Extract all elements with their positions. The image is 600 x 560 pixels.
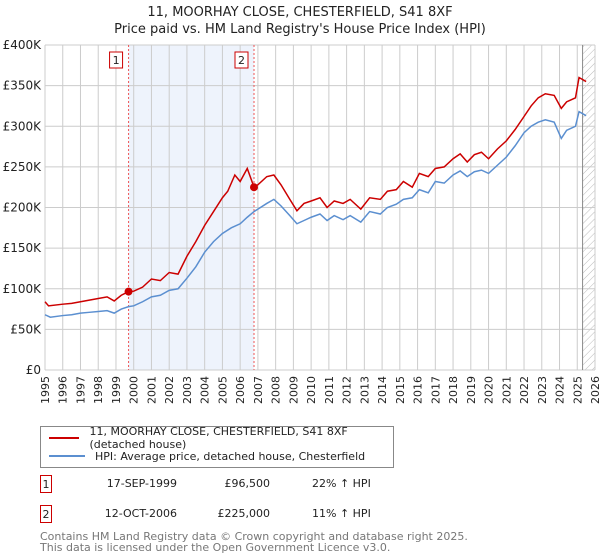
y-tick-label: £100K [3, 282, 43, 296]
sale-date: 12-OCT-2006 [104, 507, 177, 520]
sale-price: £96,500 [224, 477, 271, 490]
x-tick-label: 2024 [554, 376, 567, 404]
footer-line: This data is licensed under the Open Gov… [40, 541, 391, 554]
sale-date: 17-SEP-1999 [106, 477, 177, 490]
x-tick-label: 2017 [429, 376, 442, 404]
x-tick-label: 2026 [589, 376, 600, 404]
x-tick-label: 2018 [447, 376, 460, 404]
subtitle-line: Price paid vs. HM Land Registry's House … [114, 22, 486, 37]
y-tick-label: £250K [3, 160, 43, 174]
title-line: 11, MOORHAY CLOSE, CHESTERFIELD, S41 8XF [147, 5, 453, 20]
sale-hpi: 11% ↑ HPI [312, 507, 371, 520]
x-tick-label: 2003 [181, 376, 194, 404]
y-tick-label: £50K [10, 322, 42, 336]
y-tick-label: £350K [3, 79, 43, 93]
x-tick-label: 1997 [74, 376, 87, 404]
legend-swatch-blue [49, 455, 85, 457]
x-tick-label: 2023 [536, 376, 549, 404]
x-tick-label: 2009 [287, 376, 300, 404]
x-tick-label: 2022 [518, 376, 531, 404]
x-tick-label: 2019 [465, 376, 478, 404]
x-tick-label: 2016 [412, 376, 425, 404]
x-tick-label: 2013 [358, 376, 371, 404]
x-tick-label: 2020 [483, 376, 496, 404]
footer-line: Contains HM Land Registry data © Crown c… [40, 530, 468, 543]
legend: 11, MOORHAY CLOSE, CHESTERFIELD, S41 8XF… [40, 425, 394, 468]
sale-label: 1 [113, 54, 120, 67]
y-tick-label: £0 [26, 363, 41, 377]
x-tick-label: 2021 [500, 376, 513, 404]
x-tick-label: 2007 [252, 376, 265, 404]
x-tick-label: 2025 [571, 376, 584, 404]
sale-label-box [234, 51, 249, 69]
x-tick-label: 2010 [305, 376, 318, 404]
x-tick-label: 2008 [270, 376, 283, 404]
series-line [44, 110, 587, 318]
sale-label: 2 [238, 54, 245, 67]
x-tick-label: 1998 [92, 376, 105, 404]
legend-item-hpi: HPI: Average price, detached house, Ches… [49, 448, 365, 464]
legend-label: 11, MOORHAY CLOSE, CHESTERFIELD, S41 8XF… [89, 425, 348, 451]
x-tick-label: 2014 [376, 376, 389, 404]
y-tick-label: £400K [3, 38, 43, 52]
legend-item-property: 11, MOORHAY CLOSE, CHESTERFIELD, S41 8XF… [49, 425, 393, 451]
sale-price: £225,000 [217, 507, 271, 520]
y-tick-label: £150K [3, 241, 43, 255]
x-tick-label: 2011 [323, 376, 336, 404]
legend-label: HPI: Average price, detached house, Ches… [95, 449, 366, 463]
footer: Contains HM Land Registry data © Crown c… [40, 531, 468, 553]
x-tick-label: 1996 [57, 376, 70, 404]
sale-hpi: 22% ↑ HPI [312, 477, 371, 490]
sale-point [124, 287, 133, 296]
x-tick-label: 2000 [128, 376, 141, 404]
x-tick-label: 2015 [394, 376, 407, 404]
y-tick-label: £300K [3, 119, 43, 133]
y-tick-label: £200K [3, 201, 43, 215]
sale-marker-box: 1 [40, 475, 52, 493]
x-tick-label: 1995 [39, 376, 52, 404]
series-line [44, 76, 587, 307]
x-tick-label: 1999 [110, 376, 123, 404]
sale-marker-box: 2 [40, 505, 52, 523]
x-tick-label: 2001 [145, 376, 158, 404]
sale-label-box [109, 51, 124, 69]
x-tick-label: 2005 [216, 376, 229, 404]
x-tick-label: 2006 [234, 376, 247, 404]
legend-swatch-red [49, 437, 80, 439]
x-tick-label: 2002 [163, 376, 176, 404]
price-chart: 1995 1996 1997 1998 1999 2000 2001 2002 2003 2004… [3, 38, 600, 404]
x-tick-label: 2012 [341, 376, 354, 404]
x-tick-label: 2004 [199, 376, 212, 404]
sale-point [250, 183, 258, 192]
chart-title: 11, MOORHAY CLOSE, CHESTERFIELD, S41 8XF… [0, 4, 600, 38]
